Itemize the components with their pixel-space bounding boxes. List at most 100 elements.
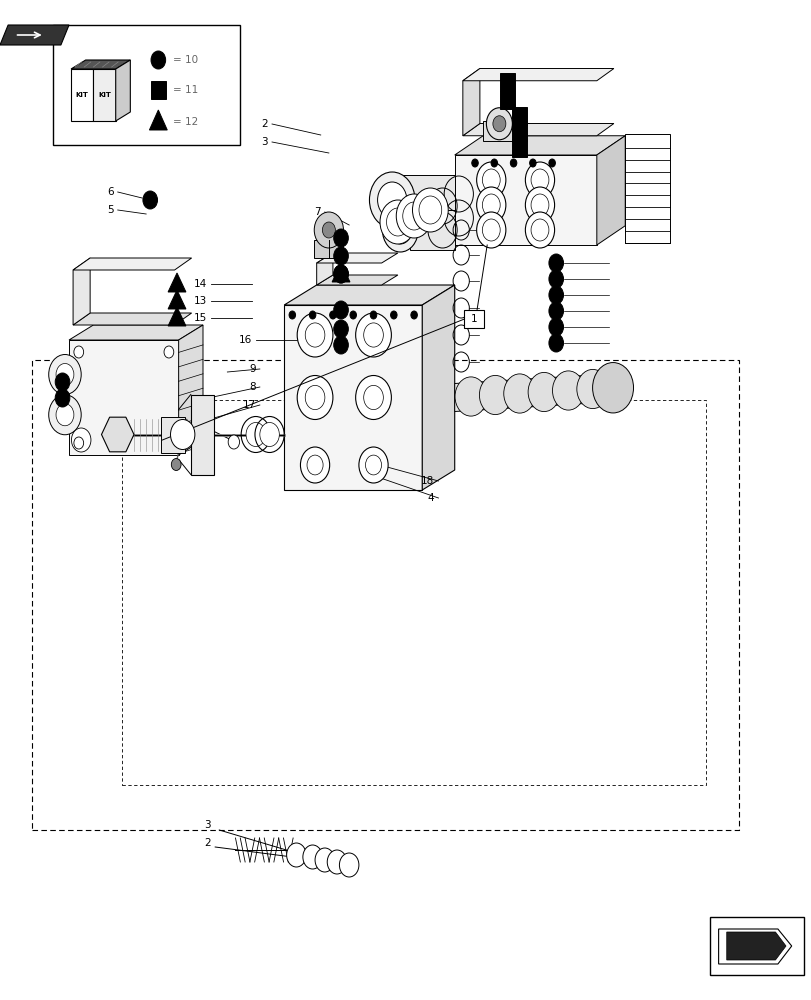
- Text: = 11: = 11: [173, 85, 198, 95]
- Circle shape: [143, 191, 157, 209]
- Circle shape: [478, 375, 511, 415]
- Circle shape: [492, 116, 505, 132]
- Circle shape: [309, 311, 315, 319]
- Circle shape: [548, 318, 563, 336]
- Polygon shape: [316, 253, 333, 285]
- Circle shape: [530, 219, 548, 241]
- Circle shape: [390, 311, 397, 319]
- Text: 17: 17: [242, 400, 255, 410]
- Circle shape: [380, 200, 415, 244]
- Polygon shape: [168, 273, 186, 292]
- Circle shape: [339, 853, 358, 877]
- Circle shape: [355, 375, 391, 420]
- Circle shape: [476, 212, 505, 248]
- Text: 7: 7: [314, 207, 320, 217]
- Circle shape: [74, 437, 84, 449]
- Circle shape: [164, 346, 174, 358]
- Circle shape: [396, 194, 431, 238]
- Circle shape: [454, 377, 487, 416]
- Text: 4: 4: [427, 493, 434, 503]
- Circle shape: [355, 313, 391, 357]
- Bar: [512, 123, 526, 141]
- Polygon shape: [101, 417, 134, 452]
- Polygon shape: [726, 932, 785, 960]
- Circle shape: [151, 51, 165, 69]
- Text: 8: 8: [249, 382, 255, 392]
- Circle shape: [333, 265, 348, 283]
- Circle shape: [333, 229, 348, 247]
- Polygon shape: [316, 275, 397, 285]
- Polygon shape: [149, 110, 167, 130]
- Bar: [314, 240, 343, 258]
- Polygon shape: [454, 136, 624, 155]
- Circle shape: [363, 323, 383, 347]
- Circle shape: [170, 420, 195, 450]
- Bar: [161, 416, 185, 452]
- Circle shape: [246, 422, 265, 446]
- Polygon shape: [462, 68, 613, 81]
- Polygon shape: [596, 136, 624, 245]
- Circle shape: [307, 455, 323, 475]
- Circle shape: [525, 162, 554, 198]
- Circle shape: [530, 169, 548, 191]
- Polygon shape: [454, 155, 596, 245]
- Text: 15: 15: [194, 313, 207, 323]
- Circle shape: [369, 172, 414, 228]
- Bar: [512, 107, 526, 125]
- Circle shape: [305, 323, 324, 347]
- Text: 2: 2: [261, 119, 268, 129]
- Polygon shape: [71, 60, 130, 69]
- Circle shape: [576, 369, 608, 409]
- Circle shape: [329, 311, 336, 319]
- Circle shape: [412, 188, 448, 232]
- Polygon shape: [93, 69, 115, 121]
- Circle shape: [333, 320, 348, 338]
- Circle shape: [418, 196, 441, 224]
- Bar: [122, 400, 706, 785]
- Circle shape: [305, 385, 324, 410]
- Polygon shape: [422, 285, 454, 490]
- Circle shape: [350, 311, 356, 319]
- Bar: [512, 139, 526, 157]
- Polygon shape: [69, 340, 178, 455]
- Circle shape: [525, 187, 554, 223]
- Circle shape: [530, 194, 548, 216]
- Circle shape: [49, 355, 81, 394]
- Polygon shape: [462, 68, 479, 136]
- Circle shape: [363, 385, 383, 410]
- Circle shape: [370, 311, 376, 319]
- Circle shape: [410, 311, 417, 319]
- Polygon shape: [284, 285, 454, 305]
- Text: 6: 6: [107, 187, 114, 197]
- Text: 16: 16: [238, 335, 251, 345]
- Circle shape: [386, 208, 409, 236]
- Text: KIT: KIT: [75, 92, 88, 98]
- Circle shape: [503, 374, 535, 413]
- Circle shape: [377, 182, 406, 218]
- Circle shape: [548, 159, 555, 167]
- Circle shape: [303, 845, 322, 869]
- Circle shape: [551, 371, 584, 410]
- Circle shape: [382, 208, 418, 252]
- Circle shape: [527, 372, 560, 412]
- Circle shape: [482, 219, 500, 241]
- Circle shape: [55, 389, 70, 407]
- Circle shape: [476, 187, 505, 223]
- Polygon shape: [73, 258, 90, 325]
- Text: KIT: KIT: [98, 92, 111, 98]
- Circle shape: [297, 375, 333, 420]
- Text: 9: 9: [249, 364, 255, 374]
- Bar: [191, 394, 213, 475]
- Circle shape: [314, 212, 343, 248]
- Circle shape: [592, 363, 633, 413]
- Circle shape: [333, 336, 348, 354]
- Text: 3: 3: [261, 137, 268, 147]
- Polygon shape: [73, 258, 191, 270]
- Circle shape: [322, 222, 335, 238]
- Polygon shape: [73, 313, 191, 325]
- Circle shape: [365, 455, 381, 475]
- Circle shape: [260, 422, 279, 446]
- Circle shape: [327, 850, 346, 874]
- Polygon shape: [316, 253, 397, 263]
- Circle shape: [74, 346, 84, 358]
